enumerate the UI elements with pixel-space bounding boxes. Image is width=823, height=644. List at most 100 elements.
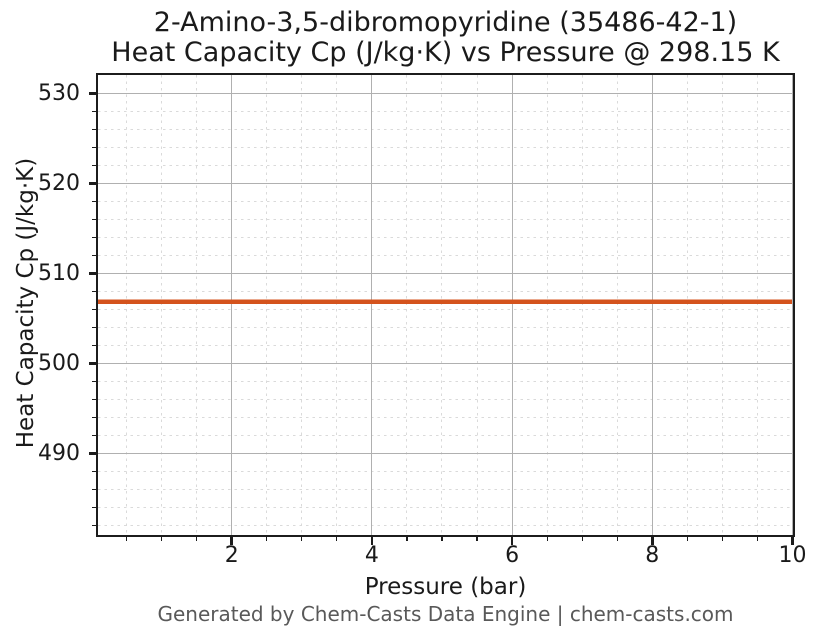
gridline-major-x <box>792 75 793 535</box>
gridline-minor-y <box>98 381 793 382</box>
tick-minor-x <box>406 537 408 541</box>
tick-major-y <box>88 182 96 185</box>
tick-minor-y <box>92 146 96 149</box>
gridline-major-x <box>371 75 373 535</box>
y-tick-label: 530 <box>38 80 80 106</box>
tick-minor-y <box>92 470 96 473</box>
tick-major-y <box>88 452 96 455</box>
gridline-minor-y <box>98 489 793 490</box>
tick-minor-y <box>92 290 96 293</box>
tick-major-y <box>88 272 96 275</box>
tick-minor-x <box>301 537 303 541</box>
gridline-minor-y <box>98 255 793 256</box>
y-tick-label: 520 <box>38 170 80 196</box>
tick-minor-x <box>125 537 128 541</box>
gridline-minor-y <box>98 201 793 202</box>
series-line-cp <box>98 299 792 305</box>
gridline-minor-x <box>266 75 268 535</box>
tick-minor-y <box>92 308 96 311</box>
tick-minor-x <box>616 537 618 541</box>
tick-minor-y <box>92 344 96 347</box>
gridline-minor-x <box>336 75 338 535</box>
tick-minor-y <box>92 200 96 203</box>
x-tick-label: 4 <box>364 543 379 568</box>
plot-area <box>96 73 795 537</box>
gridline-major-y <box>98 93 793 94</box>
tick-minor-y <box>92 326 96 329</box>
gridline-minor-x <box>476 75 478 535</box>
gridline-minor-x <box>196 75 198 535</box>
gridline-minor-x <box>406 75 408 535</box>
gridline-minor-y <box>98 525 793 526</box>
tick-major-x <box>370 537 374 545</box>
tick-minor-y <box>92 524 96 527</box>
tick-major-x <box>230 537 233 545</box>
gridline-minor-x <box>441 75 443 535</box>
footer-credit: Generated by Chem-Casts Data Engine | ch… <box>157 602 734 626</box>
tick-minor-y <box>92 506 96 509</box>
tick-minor-y <box>92 416 96 419</box>
chart-title-line2: Heat Capacity Cp (J/kg·K) vs Pressure @ … <box>111 37 780 68</box>
gridline-minor-y <box>98 471 793 472</box>
tick-minor-y <box>92 398 96 401</box>
tick-minor-x <box>160 537 163 541</box>
tick-minor-x <box>266 537 268 541</box>
gridline-minor-x <box>756 75 758 535</box>
gridline-minor-y <box>98 417 793 418</box>
gridline-minor-x <box>301 75 303 535</box>
gridline-major-y <box>98 183 793 184</box>
gridline-minor-y <box>98 327 793 328</box>
gridline-minor-y <box>98 111 793 112</box>
tick-minor-x <box>336 537 338 541</box>
tick-minor-y <box>92 380 96 383</box>
tick-major-y <box>88 92 96 95</box>
x-tick-label: 2 <box>224 543 239 568</box>
tick-major-x <box>791 537 794 545</box>
gridline-minor-x <box>721 75 723 535</box>
tick-minor-x <box>441 537 443 541</box>
gridline-minor-y <box>98 399 793 400</box>
gridline-minor-y <box>98 237 793 238</box>
tick-minor-y <box>92 488 96 491</box>
gridline-minor-y <box>98 165 793 166</box>
x-axis-label: Pressure (bar) <box>364 574 527 600</box>
y-tick-label: 500 <box>38 350 80 376</box>
gridline-minor-x <box>686 75 688 535</box>
tick-minor-y <box>92 164 96 167</box>
gridline-minor-x <box>546 75 548 535</box>
gridline-major-x <box>651 75 653 535</box>
x-tick-label: 8 <box>645 543 660 568</box>
tick-minor-y <box>92 128 96 131</box>
gridline-minor-y <box>98 219 793 220</box>
gridline-major-y <box>98 453 793 454</box>
grid-layer <box>98 75 793 535</box>
tick-minor-x <box>476 537 478 541</box>
gridline-minor-x <box>161 75 163 535</box>
tick-minor-y <box>92 434 96 437</box>
gridline-minor-y <box>98 291 793 292</box>
gridline-minor-y <box>98 345 793 346</box>
tick-minor-y <box>92 218 96 221</box>
gridline-minor-x <box>616 75 618 535</box>
x-tick-label: 6 <box>505 543 520 568</box>
tick-minor-x <box>196 537 198 541</box>
tick-minor-x <box>756 537 759 541</box>
chart-title: 2-Amino-3,5-dibromopyridine (35486-42-1)… <box>96 8 795 68</box>
gridline-minor-y <box>98 507 793 508</box>
gridline-minor-y <box>98 309 793 310</box>
tick-minor-y <box>92 236 96 239</box>
y-axis-label: Heat Capacity Cp (J/kg·K) <box>13 157 39 449</box>
tick-minor-y <box>92 110 96 113</box>
tick-major-y <box>88 362 96 365</box>
tick-major-x <box>510 537 514 545</box>
tick-minor-x <box>721 537 723 541</box>
gridline-major-y <box>98 363 793 364</box>
tick-major-x <box>651 537 654 545</box>
tick-minor-x <box>686 537 688 541</box>
gridline-minor-y <box>98 147 793 148</box>
tick-minor-y <box>92 254 96 257</box>
chart-title-line1: 2-Amino-3,5-dibromopyridine (35486-42-1) <box>153 7 738 38</box>
y-tick-label: 490 <box>38 440 80 466</box>
gridline-minor-x <box>126 75 128 535</box>
